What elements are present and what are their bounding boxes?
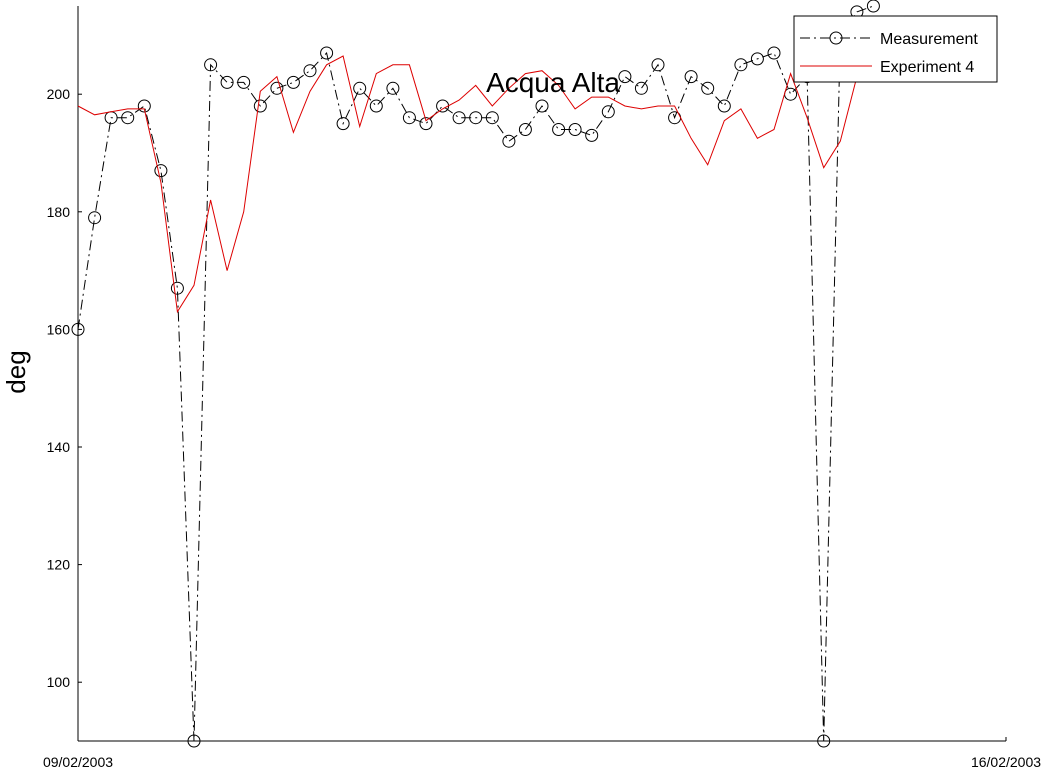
y-tick-label: 100 xyxy=(47,674,71,690)
data-point-measurement xyxy=(750,52,764,66)
y-tick-label: 200 xyxy=(47,86,71,102)
data-point-measurement xyxy=(320,46,334,60)
data-point-measurement xyxy=(253,99,267,113)
data-point-measurement xyxy=(585,128,599,142)
data-point-measurement xyxy=(651,58,665,72)
data-point-measurement xyxy=(204,58,218,72)
legend-marker-measurement xyxy=(829,31,843,45)
data-point-measurement xyxy=(286,75,300,89)
data-point-measurement xyxy=(784,87,798,101)
data-point-measurement xyxy=(88,211,102,225)
data-point-measurement xyxy=(734,58,748,72)
y-tick-label: 160 xyxy=(47,321,71,337)
data-point-measurement xyxy=(866,0,880,13)
data-point-measurement xyxy=(170,281,184,295)
x-tick-label: 16/02/2003 xyxy=(971,754,1041,769)
data-point-measurement xyxy=(767,46,781,60)
data-point-measurement xyxy=(220,75,234,89)
series-line-measurement xyxy=(77,5,874,742)
y-ticks: 100 120 140 160 180 200 xyxy=(47,86,82,690)
axes xyxy=(77,6,1006,742)
data-point-measurement xyxy=(71,322,85,336)
x-tick-label: 09/02/2003 xyxy=(43,754,113,769)
data-point-measurement xyxy=(502,134,516,148)
data-point-measurement xyxy=(121,111,135,125)
data-point-measurement xyxy=(817,734,831,748)
legend-box xyxy=(793,15,998,83)
data-point-measurement xyxy=(237,75,251,89)
data-point-measurement xyxy=(469,111,483,125)
data-point-measurement xyxy=(552,123,566,136)
data-point-measurement xyxy=(485,111,499,125)
data-point-measurement xyxy=(601,105,615,119)
data-point-measurement xyxy=(303,64,317,78)
data-point-measurement xyxy=(452,111,466,125)
data-point-measurement xyxy=(568,123,582,136)
data-point-measurement xyxy=(701,81,715,95)
data-point-measurement xyxy=(187,734,201,748)
data-point-measurement xyxy=(436,99,450,113)
legend: Measurement Experiment 4 xyxy=(793,15,998,83)
data-point-measurement xyxy=(618,70,632,84)
data-point-measurement xyxy=(535,99,549,113)
series-layer xyxy=(71,0,880,748)
data-point-measurement xyxy=(353,81,367,95)
y-tick-label: 120 xyxy=(47,557,71,573)
data-point-measurement xyxy=(369,99,383,113)
chart-title: Acqua Alta xyxy=(486,67,620,98)
data-point-measurement xyxy=(518,123,532,136)
x-ticks: 09/02/2003 16/02/2003 xyxy=(43,737,1041,769)
data-point-measurement xyxy=(634,81,648,95)
data-point-measurement xyxy=(270,81,284,95)
series-line-experiment-4 xyxy=(77,55,858,314)
data-point-measurement xyxy=(717,99,731,113)
legend-label-experiment-4: Experiment 4 xyxy=(880,59,974,76)
data-point-measurement xyxy=(336,117,350,131)
y-tick-label: 140 xyxy=(47,439,71,455)
data-point-measurement xyxy=(419,117,433,131)
data-point-measurement xyxy=(386,81,400,95)
data-point-measurement xyxy=(402,111,416,125)
data-point-measurement xyxy=(684,70,698,84)
data-point-measurement xyxy=(154,164,168,178)
y-axis-title: deg xyxy=(1,350,31,393)
data-point-measurement xyxy=(137,99,151,113)
legend-label-measurement: Measurement xyxy=(880,31,978,48)
y-tick-label: 180 xyxy=(47,204,71,220)
